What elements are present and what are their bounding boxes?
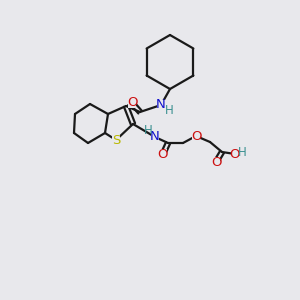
FancyBboxPatch shape (192, 131, 200, 141)
Text: O: O (191, 130, 201, 142)
Text: N: N (150, 130, 160, 143)
Text: O: O (158, 148, 168, 160)
Text: O: O (211, 155, 221, 169)
Text: H: H (238, 146, 246, 158)
FancyBboxPatch shape (231, 149, 239, 159)
Text: H: H (165, 103, 173, 116)
FancyBboxPatch shape (157, 100, 165, 110)
FancyBboxPatch shape (151, 132, 159, 142)
Text: S: S (112, 134, 120, 146)
Text: N: N (156, 98, 166, 112)
FancyBboxPatch shape (212, 157, 220, 167)
Text: O: O (127, 97, 137, 110)
Text: H: H (144, 124, 152, 137)
FancyBboxPatch shape (159, 149, 167, 159)
Text: O: O (230, 148, 240, 160)
FancyBboxPatch shape (112, 135, 120, 145)
FancyBboxPatch shape (128, 98, 136, 108)
